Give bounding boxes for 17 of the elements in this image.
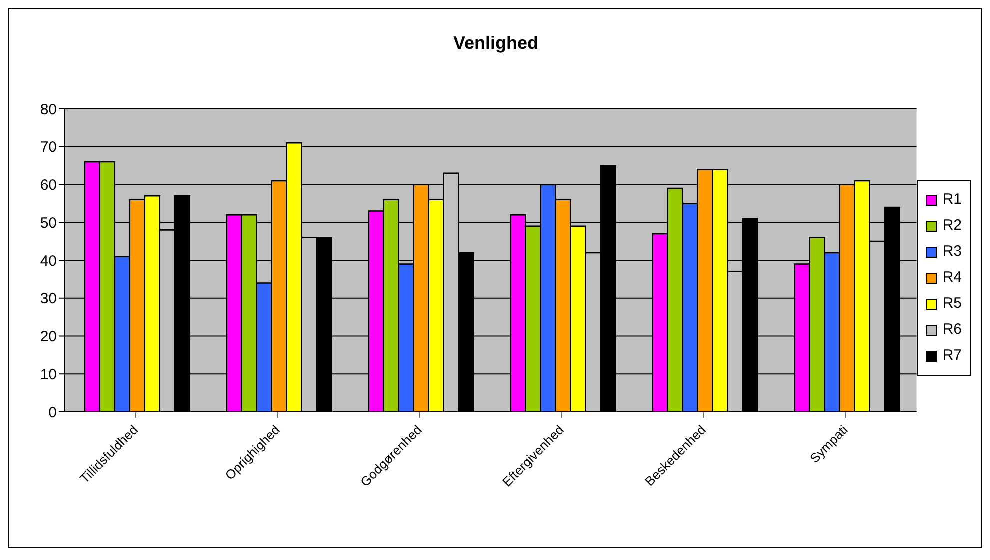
legend-label: R5: [942, 294, 962, 314]
legend-label: R1: [942, 190, 962, 210]
legend-label: R7: [942, 346, 962, 366]
y-tick-label: 80: [40, 101, 57, 118]
y-tick-label: 30: [40, 290, 57, 308]
y-tick-label: 10: [40, 366, 57, 384]
y-tick-label: 50: [40, 214, 57, 232]
chart-title: Venlighed: [452, 33, 540, 54]
legend-label: R3: [942, 242, 962, 262]
legend-label: R2: [942, 216, 962, 236]
y-tick-label: 40: [40, 252, 57, 270]
y-tick-label: 70: [40, 139, 57, 156]
y-tick-label: 60: [40, 177, 57, 194]
legend-label: R4: [942, 268, 962, 288]
y-tick-label: 20: [40, 328, 57, 346]
legend-label: R6: [942, 320, 962, 340]
y-tick-label: 0: [48, 404, 57, 422]
